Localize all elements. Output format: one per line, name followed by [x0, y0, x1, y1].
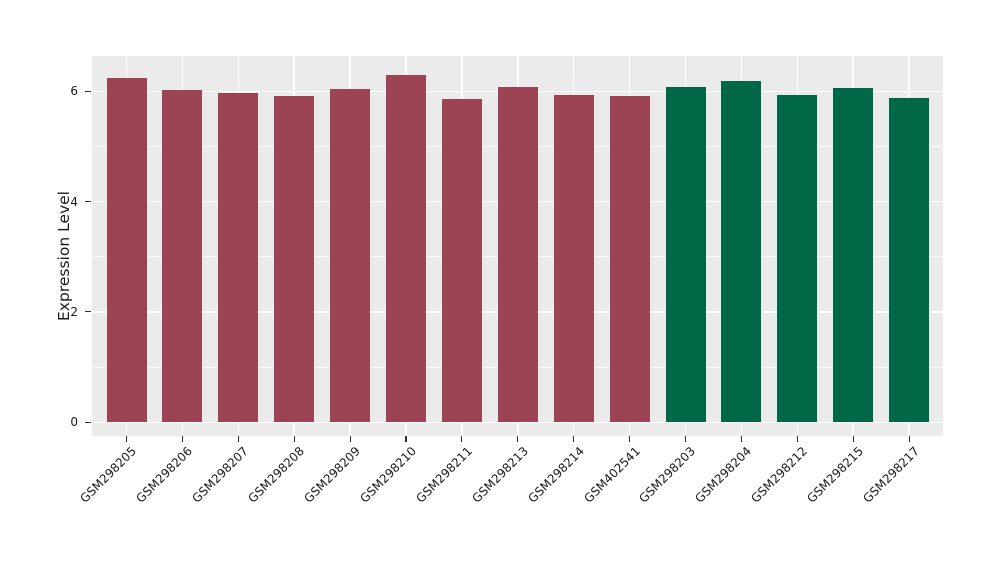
x-tick-mark — [796, 436, 798, 442]
x-tick-label-text: GSM298203 — [636, 444, 699, 506]
y-tick-mark — [85, 421, 91, 423]
x-tick-mark — [237, 436, 239, 442]
x-tick-mark — [629, 436, 631, 442]
bar-GSM298205 — [106, 78, 147, 423]
bar-GSM298204 — [721, 81, 762, 423]
x-tick-label-text: GSM298209 — [301, 444, 363, 506]
bar-GSM298212 — [777, 95, 818, 423]
y-tick-label: 6 — [70, 84, 78, 99]
x-tick-label-text: GSM298217 — [860, 444, 922, 506]
x-tick-mark — [181, 436, 183, 442]
x-tick-mark — [461, 436, 463, 442]
x-tick-mark — [908, 436, 910, 442]
y-tick-label: 0 — [70, 415, 78, 430]
bar-GSM298207 — [218, 93, 259, 423]
y-tick-mark — [85, 90, 91, 92]
x-tick-mark — [684, 436, 687, 442]
y-tick-label: 2 — [70, 304, 78, 319]
x-tick-mark — [573, 436, 575, 442]
x-tick-label-text: GSM298208 — [245, 444, 308, 506]
bar-GSM298215 — [833, 88, 874, 423]
bar-GSM298213 — [497, 86, 538, 423]
bar-GSM298203 — [665, 86, 706, 423]
y-major-gridline — [92, 421, 943, 423]
x-tick-mark — [405, 436, 407, 442]
x-tick-label-text: GSM298215 — [804, 444, 867, 506]
bar-GSM298217 — [889, 97, 930, 423]
x-tick-mark — [517, 436, 519, 442]
x-tick-mark — [740, 436, 742, 442]
x-tick-label-text: GSM298213 — [469, 444, 531, 506]
y-tick-label: 4 — [70, 194, 78, 209]
bar-GSM298206 — [162, 90, 203, 423]
x-tick-label-text: GSM298212 — [748, 444, 811, 506]
bar-GSM402541 — [609, 96, 650, 423]
x-tick-label-text: GSM298206 — [133, 444, 196, 506]
x-tick-label-text: GSM298204 — [692, 444, 755, 506]
x-tick-label-text: GSM298210 — [357, 444, 419, 506]
x-tick-mark — [852, 436, 854, 442]
x-tick-mark — [293, 436, 295, 442]
x-tick-label-text: GSM402541 — [580, 444, 643, 506]
bar-GSM298210 — [386, 74, 426, 423]
x-tick-label-text: GSM298214 — [525, 444, 587, 506]
x-tick-mark — [125, 436, 128, 442]
bar-GSM298214 — [553, 95, 594, 423]
x-tick-label-text: GSM298205 — [77, 444, 140, 506]
plot-panel — [92, 56, 943, 436]
x-tick-label-text: GSM298207 — [189, 444, 252, 506]
x-tick-label-text: GSM298211 — [413, 444, 475, 506]
bar-GSM298209 — [330, 88, 371, 423]
bar-GSM298208 — [274, 95, 315, 423]
y-axis-title: Expression Level — [55, 191, 73, 321]
y-tick-mark — [85, 311, 91, 313]
x-tick-mark — [349, 436, 351, 442]
y-tick-mark — [85, 201, 91, 203]
bar-GSM298211 — [441, 98, 482, 423]
